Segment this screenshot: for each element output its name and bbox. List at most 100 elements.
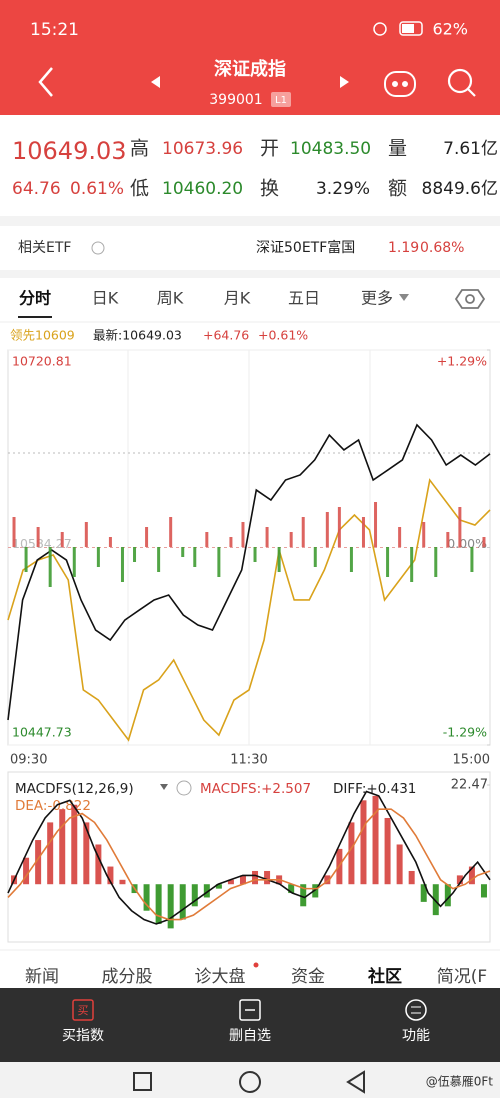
watermark: @伍慕雁0Ft bbox=[426, 1075, 494, 1089]
macd-bar bbox=[372, 795, 379, 885]
volume-bar bbox=[229, 537, 233, 547]
macd-bar bbox=[59, 809, 66, 885]
help-icon[interactable] bbox=[176, 780, 192, 796]
legend-latest: 最新:10649.03 bbox=[93, 328, 182, 343]
quote-change: 64.76 bbox=[12, 179, 61, 199]
volume-bar bbox=[325, 512, 329, 547]
legend-change: +64.76 bbox=[203, 328, 249, 343]
buy-icon bbox=[72, 999, 94, 1021]
bottom-tab[interactable]: 社区 bbox=[367, 966, 402, 987]
home-button[interactable] bbox=[239, 1071, 261, 1093]
volume-bar bbox=[12, 517, 16, 547]
nav-item[interactable]: 功能 bbox=[402, 1028, 430, 1044]
volume-bar bbox=[193, 547, 197, 567]
nav-bar bbox=[0, 988, 500, 1062]
macd-dropdown[interactable] bbox=[160, 784, 168, 790]
y2-tick-label: 0.00% bbox=[447, 536, 487, 551]
volume-bar bbox=[169, 517, 173, 547]
volume-bar bbox=[265, 527, 269, 547]
quote-price: 10649.03 bbox=[12, 137, 127, 165]
robot-icon bbox=[384, 71, 416, 97]
volume-bar bbox=[24, 547, 28, 572]
bottom-tab-bar: 新闻 成分股 诊大盘 资金 社区 简况(F bbox=[25, 966, 487, 987]
macd-bar bbox=[408, 870, 415, 885]
macd-bar bbox=[420, 884, 427, 902]
macd-title: MACDFS(12,26,9) bbox=[15, 781, 134, 797]
series-line bbox=[7, 478, 491, 742]
series-line bbox=[7, 790, 491, 925]
macd-bar bbox=[480, 884, 487, 898]
macd-bar bbox=[360, 800, 367, 885]
volume-bar bbox=[349, 547, 353, 572]
tab-underline bbox=[18, 316, 52, 318]
badge-bg bbox=[271, 92, 291, 107]
stat-label: 量 bbox=[388, 138, 407, 160]
search-button[interactable] bbox=[447, 68, 476, 97]
tab[interactable]: 五日 bbox=[288, 289, 320, 308]
bottom-tab[interactable]: 成分股 bbox=[102, 967, 153, 987]
y2-tick-label: -1.29% bbox=[443, 725, 487, 740]
prev-button[interactable] bbox=[151, 76, 160, 88]
stat-value: 8849.6亿 bbox=[422, 179, 498, 199]
macd-value: MACDFS:+2.507 bbox=[200, 781, 311, 797]
volume-bar bbox=[422, 522, 426, 547]
tab[interactable]: 分时 bbox=[19, 289, 51, 308]
search-handle bbox=[467, 88, 476, 97]
nav-items: 买指数 删自选 功能 bbox=[62, 1028, 430, 1044]
volume-bar bbox=[301, 517, 305, 547]
more-arrow[interactable] bbox=[399, 294, 409, 301]
macd-bar bbox=[83, 822, 90, 885]
bottom-tab[interactable]: 诊大盘 bbox=[195, 967, 246, 987]
tab[interactable]: 日K bbox=[92, 289, 119, 308]
y-tick-label: 10720.81 bbox=[12, 354, 72, 369]
back-button[interactable] bbox=[38, 67, 53, 97]
tab[interactable]: 更多 bbox=[361, 289, 393, 308]
robot-button[interactable] bbox=[384, 71, 416, 97]
volume-bar bbox=[157, 547, 161, 572]
tab[interactable]: 周K bbox=[157, 289, 184, 308]
legend-percent: +0.61% bbox=[258, 328, 308, 343]
macd-bar bbox=[312, 884, 319, 898]
stat-label: 开 bbox=[260, 138, 279, 160]
macd-frame bbox=[7, 771, 491, 943]
recent-button[interactable] bbox=[133, 1072, 152, 1091]
bottom-tab[interactable]: 资金 bbox=[291, 967, 325, 987]
volume-bar bbox=[410, 547, 414, 582]
bottom-tab[interactable]: 简况(F bbox=[437, 967, 487, 987]
header-title: 深证成指 bbox=[214, 58, 286, 80]
volume-bar bbox=[120, 547, 124, 582]
legend-lead: 领先10609 bbox=[10, 328, 75, 343]
volume-bar bbox=[277, 547, 281, 572]
volume-bar bbox=[96, 547, 100, 567]
nav-item[interactable]: 买指数 bbox=[62, 1028, 104, 1044]
macd-bar bbox=[384, 817, 391, 885]
etf-row[interactable]: 相关ETF 深证50ETF富国 1.19 0.68% bbox=[18, 239, 464, 256]
volume-bar bbox=[289, 532, 293, 547]
volume-bar bbox=[181, 547, 185, 557]
macd-bar bbox=[107, 866, 114, 885]
macd-bar bbox=[468, 866, 475, 885]
settings-icon bbox=[454, 289, 486, 309]
volume-bar bbox=[398, 527, 402, 547]
status-time: 15:21 bbox=[30, 20, 79, 40]
macd-bar bbox=[71, 804, 78, 885]
macd-bar bbox=[456, 875, 463, 885]
macd-bar bbox=[324, 875, 331, 885]
volume-bar bbox=[217, 547, 221, 577]
buy-icon-text: 买 bbox=[78, 1004, 89, 1017]
macd-bar bbox=[300, 884, 307, 907]
stat-value: 10483.50 bbox=[290, 139, 371, 159]
stat-value: 10460.20 bbox=[162, 179, 243, 199]
macd-bar bbox=[348, 822, 355, 885]
back-system-button[interactable] bbox=[346, 1070, 365, 1094]
tab[interactable]: 月K bbox=[224, 289, 251, 308]
diff-value: DIFF:+0.431 bbox=[333, 781, 416, 797]
macd-bar bbox=[143, 884, 150, 911]
macd-bar bbox=[432, 884, 439, 916]
bottom-tab[interactable]: 新闻 bbox=[25, 967, 59, 987]
volume-bar bbox=[337, 507, 341, 547]
nav-item[interactable]: 删自选 bbox=[229, 1028, 271, 1044]
settings-button[interactable] bbox=[454, 289, 486, 309]
next-button[interactable] bbox=[340, 76, 349, 88]
